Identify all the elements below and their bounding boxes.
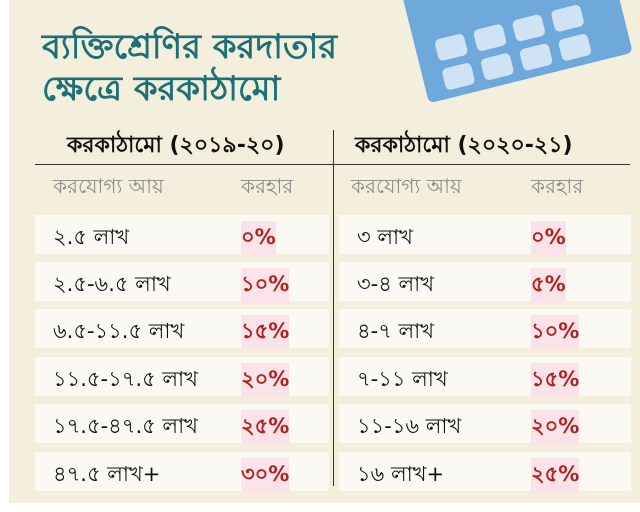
tax-rate: ২০% [241, 363, 290, 398]
taxable-income: ১৭.৫-৪৭.৫ লাখ [53, 414, 198, 438]
table-row: ৭-১১ লাখ ১৫% [339, 357, 631, 398]
table-row: ২.৫-৬.৫ লাখ ১০% [35, 262, 329, 303]
taxable-income: ৬.৫-১১.৫ লাখ [53, 319, 185, 343]
table-row: ১১.৫-১৭.৫ লাখ ২০% [35, 357, 329, 398]
tax-rate: ২৫% [241, 410, 290, 445]
column-divider [333, 130, 334, 486]
table-row: ৬.৫-১১.৫ লাখ ১৫% [35, 309, 329, 350]
tax-rate: ১০% [241, 268, 290, 303]
table-row: ৪৭.৫ লাখ+ ৩০% [35, 452, 329, 493]
tax-rate: ১০% [531, 315, 580, 350]
taxable-income: ৩ লাখ [357, 225, 413, 249]
calculator-icon [395, 0, 633, 104]
tax-rate: ০% [531, 221, 566, 256]
taxable-income: ২.৫ লাখ [53, 225, 130, 249]
table-row: ৪-৭ লাখ ১০% [339, 309, 631, 350]
tax-rate: ২৫% [531, 458, 580, 493]
col-rate-header: করহার [531, 174, 584, 198]
infographic: ব্যক্তিশ্রেণির করদাতার ক্ষেত্রে করকাঠামো… [9, 0, 640, 503]
taxable-income: ৭-১১ লাখ [357, 367, 448, 391]
tax-rate: ১৫% [531, 363, 580, 398]
table-row: ১১-১৬ লাখ ২০% [339, 404, 631, 445]
taxable-income: ১৬ লাখ+ [357, 462, 445, 486]
table-row: ২.৫ লাখ ০% [35, 215, 329, 256]
taxable-income: ৩-৪ লাখ [357, 272, 435, 296]
tax-rate: ১৫% [241, 315, 290, 350]
taxable-income: ৪৭.৫ লাখ+ [53, 462, 161, 486]
table-row: ৩-৪ লাখ ৫% [339, 262, 631, 303]
title-line-2: ক্ষেত্রে করকাঠামো [42, 69, 281, 109]
table-row: ১৭.৫-৪৭.৫ লাখ ২৫% [35, 404, 329, 445]
table-heading-2019: করকাঠামো (২০১৯-২০) [67, 133, 285, 158]
tax-rate: ০% [241, 221, 276, 256]
table-heading-2020: করকাঠামো (২০২০-২১) [355, 133, 573, 158]
taxable-income: ১১.৫-১৭.৫ লাখ [53, 367, 198, 391]
page-title: ব্যক্তিশ্রেণির করদাতার ক্ষেত্রে করকাঠামো [42, 26, 337, 110]
col-income-header: করযোগ্য আয় [53, 174, 164, 198]
tax-rate: ৩০% [241, 458, 290, 493]
col-income-header: করযোগ্য আয় [351, 174, 462, 198]
taxable-income: ১১-১৬ লাখ [357, 414, 462, 438]
header-divider [35, 164, 630, 165]
table-row: ৩ লাখ ০% [339, 215, 631, 256]
taxable-income: ৪-৭ লাখ [357, 319, 435, 343]
tax-rate: ২০% [531, 410, 580, 445]
col-rate-header: করহার [241, 174, 294, 198]
tax-rate: ৫% [531, 268, 566, 303]
title-line-1: ব্যক্তিশ্রেণির করদাতার [42, 27, 338, 67]
taxable-income: ২.৫-৬.৫ লাখ [53, 272, 171, 296]
table-row: ১৬ লাখ+ ২৫% [339, 452, 631, 493]
